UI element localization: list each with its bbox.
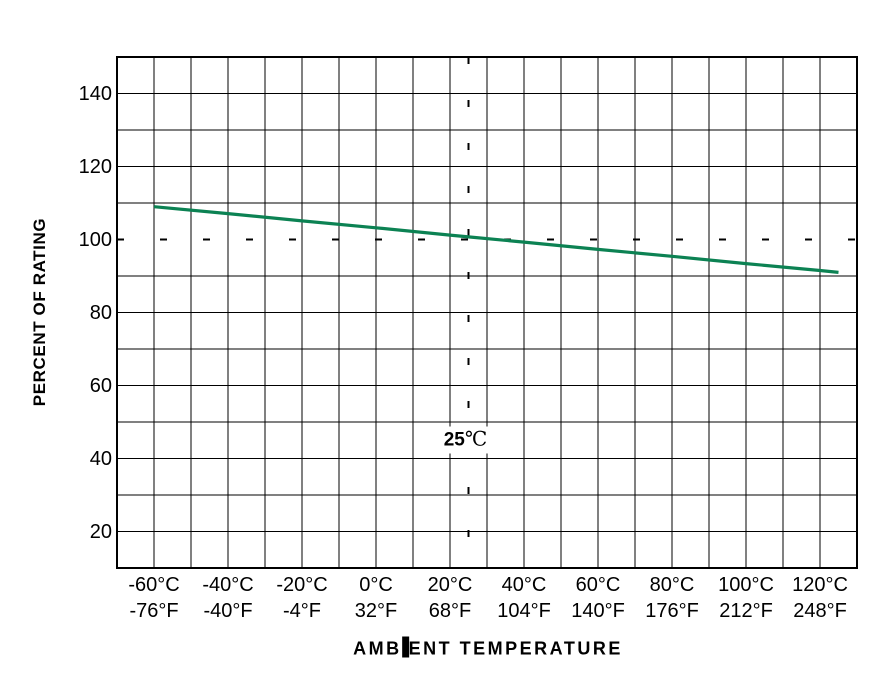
y-tick-label-140: 140 (78, 82, 112, 105)
x-tick-label-80: 80°C 176°F (627, 572, 717, 624)
annotation-25c-unit: ℃ (464, 426, 488, 451)
x-tick-fahrenheit: 176°F (645, 600, 699, 622)
x-tick-fahrenheit: 104°F (497, 600, 551, 622)
x-tick-celsius: 120°C (792, 574, 848, 596)
annotation-25c-value: 25 (443, 429, 465, 451)
derating-curve (153, 205, 839, 274)
x-tick-celsius: 60°C (575, 574, 621, 596)
y-tick-label-120: 120 (78, 155, 112, 178)
x-tick-label-0: 0°C 32°F (331, 572, 421, 624)
x-tick-label-120: 120°C 248°F (775, 572, 865, 624)
x-tick-celsius: 0°C (359, 574, 393, 596)
x-tick-celsius: -20°C (276, 574, 328, 596)
x-tick-label--20: -20°C -4°F (257, 572, 347, 624)
x-tick-fahrenheit: 212°F (719, 600, 773, 622)
x-tick-celsius: 40°C (501, 574, 547, 596)
x-tick-fahrenheit: -76°F (129, 600, 179, 622)
x-axis-title-block-i: I (401, 636, 409, 658)
y-tick-label-20: 20 (89, 520, 112, 543)
x-tick-label--60: -60°C -76°F (109, 572, 199, 624)
x-tick-label-20: 20°C 68°F (405, 572, 495, 624)
x-tick-celsius: -60°C (128, 574, 180, 596)
x-tick-label-40: 40°C 104°F (479, 572, 569, 624)
annotation-25c: 25℃ (440, 426, 491, 454)
x-tick-fahrenheit: 32°F (354, 600, 398, 622)
plot-border (115, 55, 859, 570)
x-tick-fahrenheit: -4°F (283, 600, 321, 622)
x-axis-title-part2: ENT TEMPERATURE (408, 638, 623, 659)
x-tick-fahrenheit: 248°F (793, 600, 847, 622)
y-tick-label-60: 60 (89, 374, 112, 397)
x-tick-celsius: -40°C (202, 574, 254, 596)
y-tick-label-80: 80 (89, 301, 112, 324)
x-tick-fahrenheit: 68°F (428, 600, 472, 622)
x-tick-label-100: 100°C 212°F (701, 572, 791, 624)
y-axis-title: PERCENT OF RATING (30, 217, 49, 407)
x-tick-celsius: 20°C (427, 574, 473, 596)
x-tick-label--40: -40°C -40°F (183, 572, 273, 624)
y-tick-label-40: 40 (89, 447, 112, 470)
x-tick-celsius: 100°C (718, 574, 774, 596)
x-tick-fahrenheit: -40°F (203, 600, 253, 622)
x-axis-title-part1: AMB (353, 638, 402, 659)
x-tick-label-60: 60°C 140°F (553, 572, 643, 624)
x-tick-fahrenheit: 140°F (571, 600, 625, 622)
x-axis-title: AMBIENT TEMPERATURE (353, 636, 623, 660)
y-tick-label-100: 100 (78, 228, 112, 251)
x-tick-celsius: 80°C (649, 574, 695, 596)
